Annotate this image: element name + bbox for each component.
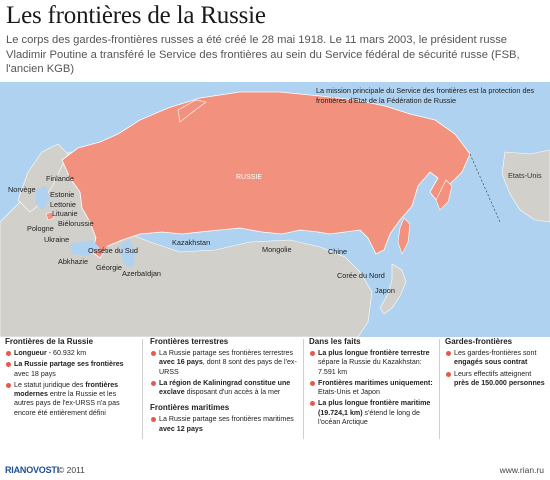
label-kazakhstan: Kazakhstan [172, 238, 211, 247]
item-bold: avec 12 pays [159, 424, 203, 433]
footer: RIANOVOSTI © 2011 www.rian.ru [0, 462, 550, 480]
list-item: La Russie partage ses frontières avec 18… [5, 360, 135, 379]
label-abkhazie: Abkhazie [58, 257, 89, 266]
item-bold: engagés sous contrat [454, 358, 528, 367]
item-bold: La région de Kaliningrad constitue une e… [159, 378, 291, 397]
list-item: Les gardes-frontières sont engagés sous … [445, 349, 547, 368]
item-bold: Frontières maritimes uniquement: [318, 378, 433, 387]
intro-text: Le corps des gardes-frontières russes a … [6, 34, 520, 75]
panel-heading: Dans les faits [309, 337, 361, 346]
panel-heading: Gardes-frontières [445, 337, 513, 346]
russia-sakhalin [397, 217, 411, 255]
label-japon: Japon [375, 286, 395, 295]
label-coree: Corée du Nord [337, 271, 385, 280]
label-ukraine: Ukraine [44, 235, 70, 244]
label-russie: RUSSIE [236, 174, 263, 181]
list-item: La plus longue frontière terrestre sépar… [309, 349, 435, 377]
item-bold: Longueur [14, 349, 47, 357]
russia-territory [61, 91, 471, 259]
item-bold: près de 150.000 personnes [454, 378, 545, 387]
label-norvege: Norvège [8, 185, 36, 194]
item-text: sépare la Russie du Kazakhstan: 7.591 km [318, 358, 422, 376]
caspian-sea [120, 240, 136, 268]
russia-kamchatka [435, 179, 453, 211]
label-chine: Chine [328, 247, 348, 256]
item-bold: La plus longue frontière maritime (19.72… [318, 399, 431, 417]
page-title: Les frontières de la Russie [6, 2, 266, 29]
item-text: Leurs effectifs atteignent [454, 369, 532, 378]
item-text: Etats-Unis et Japon [318, 388, 380, 397]
russia-novaya-zemlya [177, 99, 207, 123]
item-text: entre la Russie et les autres pays de l'… [14, 390, 120, 417]
baltic-sea [36, 186, 50, 210]
copyright: © 2011 [58, 465, 85, 475]
item-text: La Russie partage ses frontières terrest… [159, 349, 294, 357]
maritime-border-usa [469, 153, 501, 223]
label-finlande: Finlande [46, 174, 74, 183]
divider [142, 339, 143, 439]
list-item: Longueur - 60.932 km [5, 349, 135, 358]
label-usa: Etats-Unis [508, 171, 542, 180]
panel-frontieres-russie: Frontières de la Russie Longueur - 60.93… [5, 337, 135, 437]
label-azerbaidjan: Azerbaïdjan [122, 269, 161, 278]
list-item: Le statut juridique des frontières moder… [5, 381, 135, 418]
list-item: La plus longue frontière maritime (19.72… [309, 399, 435, 427]
label-georgie: Géorgie [96, 263, 122, 272]
list-item: La région de Kaliningrad constitue une e… [150, 379, 300, 398]
label-lettonie: Lettonie [50, 200, 76, 209]
label-ossetie: Ossétie du Sud [88, 246, 138, 255]
label-pologne: Pologne [27, 224, 54, 233]
russia-kaliningrad [45, 211, 55, 221]
land-japan [379, 263, 407, 315]
land-alaska [501, 149, 550, 223]
panel-dans-les-faits: Dans les faits La plus longue frontière … [309, 337, 435, 437]
panel-heading: Frontières maritimes [150, 403, 230, 413]
map-graphic [0, 82, 550, 337]
divider [439, 339, 440, 439]
item-bold: La plus longue frontière terrestre [318, 349, 430, 357]
divider [303, 339, 304, 439]
rianovosti-logo: RIANOVOSTI [5, 465, 60, 475]
item-text: s'étend le long de l'océan Arctique [318, 408, 420, 427]
label-mongolie: Mongolie [262, 245, 292, 254]
item-text: , dont 8 sont des pays de l'ex-URSS [159, 358, 297, 376]
item-bold: frontières modernes [14, 380, 119, 399]
item-text: disposant d'un accès à la mer [184, 388, 281, 397]
label-bielorussie: Biélorussie [58, 219, 94, 228]
black-sea [70, 240, 100, 256]
item-bold: avec 16 pays [159, 358, 203, 367]
map: La mission principale du Service des fro… [0, 82, 550, 337]
item-text: Le statut juridique des [14, 380, 86, 389]
item-bold: La Russie partage ses frontières [14, 360, 124, 369]
item-text: - 60.932 km [46, 349, 87, 357]
item-text: La Russie partage ses frontières maritim… [159, 415, 294, 424]
item-text: Les gardes-frontières sont [454, 349, 537, 357]
panel-heading: Frontières de la Russie [5, 337, 94, 346]
label-lituanie: Lituanie [52, 209, 78, 218]
item-text: avec 18 pays [14, 369, 56, 378]
label-estonie: Estonie [50, 190, 75, 199]
list-item: Leurs effectifs atteignent près de 150.0… [445, 370, 547, 389]
panel-heading: Frontières terrestres [150, 337, 229, 346]
list-item: La Russie partage ses frontières terrest… [150, 349, 300, 377]
panel-frontieres-terrestres: Frontières terrestres La Russie partage … [150, 337, 300, 437]
website-url[interactable]: www.rian.ru [499, 465, 544, 475]
panel-gardes-frontieres: Gardes-frontières Les gardes-frontières … [445, 337, 547, 437]
list-item: Frontières maritimes uniquement: Etats-U… [309, 379, 435, 398]
list-item: La Russie partage ses frontières maritim… [150, 415, 300, 434]
map-note: La mission principale du Service des fro… [316, 86, 535, 105]
